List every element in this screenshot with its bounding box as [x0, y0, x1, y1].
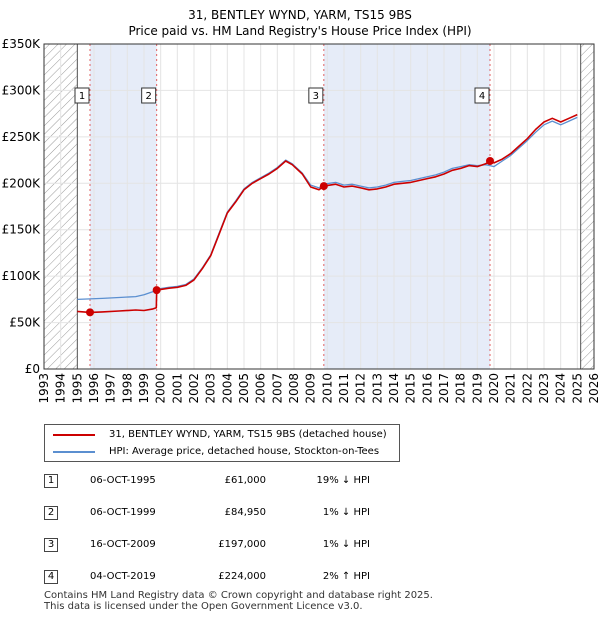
x-tick-label: 2024 [554, 373, 568, 404]
sale-point [152, 286, 161, 295]
x-tick-label: 1997 [104, 373, 118, 404]
x-tick-label: 1998 [120, 373, 134, 404]
x-tick-label: 2010 [320, 373, 334, 404]
x-tick-label: 2023 [537, 373, 551, 404]
transaction-row: 4 04-OCT-2019 £224,000 2% ↑ HPI [44, 568, 464, 588]
plot-border [43, 43, 595, 370]
transaction-number-badge: 2 [44, 506, 58, 520]
x-tick-label: 2005 [237, 373, 251, 404]
sale-label-number: 1 [79, 91, 85, 102]
chart-title: 31, BENTLEY WYND, YARM, TS15 9BS [188, 8, 412, 22]
sale-label-number: 4 [479, 91, 485, 102]
x-tick-label: 2000 [154, 373, 168, 404]
x-tick-label: 2008 [287, 373, 301, 404]
transaction-number-badge: 3 [44, 538, 58, 552]
x-tick-label: 2019 [470, 373, 484, 404]
sale-point [86, 308, 94, 317]
transaction-price: £61,000 [224, 475, 266, 486]
sale-label-number: 2 [145, 91, 151, 102]
x-tick-label: 2007 [270, 373, 284, 404]
sale-label-box [74, 87, 90, 104]
transaction-hpi-diff: 1% ↓ HPI [322, 539, 370, 550]
x-tick-label: 2021 [504, 373, 518, 404]
x-tick-label: 1995 [70, 373, 84, 404]
chart-subtitle: Price paid vs. HM Land Registry's House … [128, 24, 472, 38]
transaction-number-badge: 4 [44, 570, 58, 584]
transaction-row: 3 16-OCT-2009 £197,000 1% ↓ HPI [44, 536, 464, 556]
y-tick-label: £350K [2, 37, 42, 51]
footer-line-2: This data is licensed under the Open Gov… [44, 601, 363, 612]
y-tick-label: £150K [2, 223, 42, 237]
hpi-line [77, 116, 578, 301]
x-tick-label: 2003 [204, 373, 218, 404]
y-tick-label: £300K [2, 83, 42, 97]
y-tick-label: £250K [2, 130, 42, 144]
transaction-hpi-diff: 1% ↓ HPI [322, 507, 370, 518]
transaction-price: £224,000 [218, 571, 266, 582]
transaction-date: 04-OCT-2019 [90, 571, 156, 582]
transaction-date: 06-OCT-1995 [90, 475, 156, 486]
x-tick-label: 2013 [370, 373, 384, 404]
legend-label-property: 31, BENTLEY WYND, YARM, TS15 9BS (detach… [109, 429, 387, 440]
price-chart: 1 2 3 4 £0 £50K £100K £150K £200K £250K £300K £350K… [2, 37, 600, 404]
x-tick-label: 2025 [570, 373, 584, 404]
hatched-region-end [580, 44, 594, 369]
x-tick-label: 1996 [87, 373, 101, 404]
x-tick-label: 2026 [587, 373, 600, 404]
x-tick-label: 2002 [187, 373, 201, 404]
y-tick-label: £0 [25, 362, 40, 376]
sale-label-box [308, 87, 324, 104]
ownership-period-band [323, 44, 490, 369]
transaction-row: 1 06-OCT-1995 £61,000 19% ↓ HPI [44, 472, 464, 492]
x-tick-label: 2022 [520, 373, 534, 404]
footer-attribution: Contains HM Land Registry data © Crown c… [44, 590, 433, 612]
x-tick-label: 2015 [404, 373, 418, 404]
x-tick-label: 2001 [170, 373, 184, 404]
x-tick-label: 2011 [337, 373, 351, 404]
x-tick-label: 2009 [304, 373, 318, 404]
x-tick-label: 2004 [220, 373, 234, 404]
x-tick-label: 2017 [437, 373, 451, 404]
transaction-price: £84,950 [224, 507, 266, 518]
x-tick-label: 2020 [487, 373, 501, 404]
legend-swatch-hpi [53, 450, 95, 453]
property-price-line [77, 113, 578, 314]
footer-line-1: Contains HM Land Registry data © Crown c… [44, 590, 433, 601]
x-tick-label: 2006 [254, 373, 268, 404]
y-tick-label: £50K [9, 316, 41, 330]
legend-label-hpi: HPI: Average price, detached house, Stoc… [109, 446, 380, 457]
sale-label-box [474, 87, 490, 104]
x-tick-label: 2018 [454, 373, 468, 404]
sale-point [486, 157, 494, 165]
x-tick-label: 1994 [54, 373, 68, 404]
transaction-hpi-diff: 2% ↑ HPI [322, 571, 370, 582]
x-tick-label: 1999 [137, 373, 151, 404]
sale-label-box [141, 87, 157, 104]
x-tick-label: 1993 [37, 373, 51, 404]
transaction-date: 16-OCT-2009 [90, 539, 156, 550]
transaction-date: 06-OCT-1999 [90, 507, 156, 518]
transaction-hpi-diff: 19% ↓ HPI [316, 475, 370, 486]
x-tick-label: 2012 [354, 373, 368, 404]
x-tick-label: 2014 [387, 373, 401, 404]
legend-swatch-property [53, 433, 95, 436]
transaction-price: £197,000 [218, 539, 266, 550]
sale-point [319, 182, 328, 191]
transaction-number-badge: 1 [44, 474, 58, 488]
sale-label-number: 3 [313, 91, 319, 102]
y-tick-label: £100K [2, 269, 42, 283]
transaction-row: 2 06-OCT-1999 £84,950 1% ↓ HPI [44, 504, 464, 524]
legend-item-hpi: HPI: Average price, detached house, Stoc… [53, 446, 379, 457]
x-tick-label: 2016 [420, 373, 434, 404]
legend-item-property: 31, BENTLEY WYND, YARM, TS15 9BS (detach… [53, 429, 387, 440]
chart-legend: 31, BENTLEY WYND, YARM, TS15 9BS (detach… [44, 424, 400, 462]
y-tick-label: £200K [2, 176, 42, 190]
